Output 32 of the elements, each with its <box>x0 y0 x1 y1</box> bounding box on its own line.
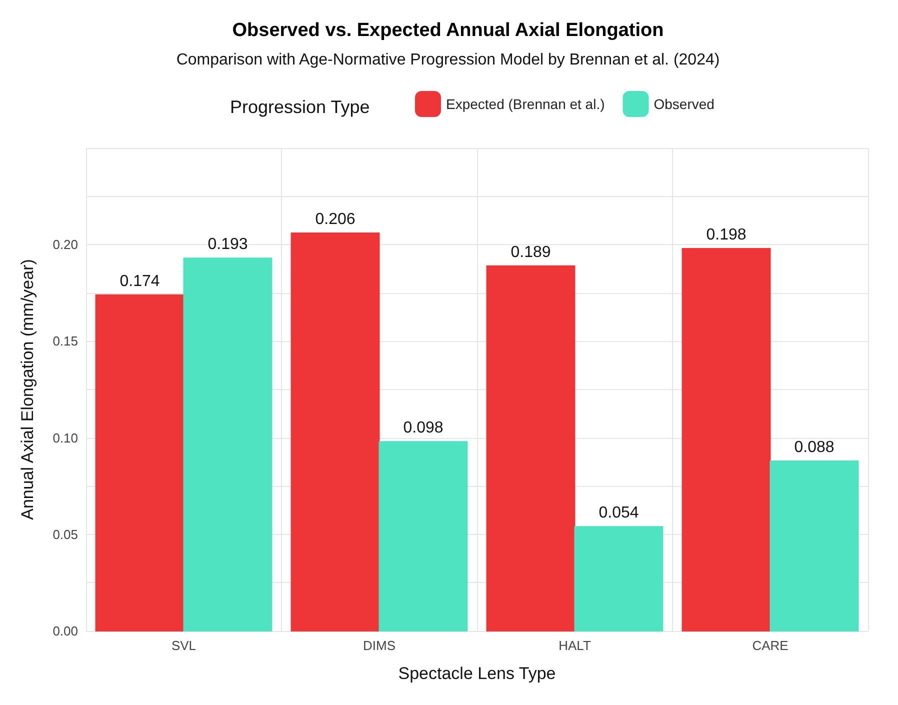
bar <box>682 248 771 632</box>
data-label: 0.088 <box>794 438 834 456</box>
y-tick-label: 0.15 <box>52 334 78 349</box>
legend-title: Progression Type <box>230 97 370 117</box>
data-label: 0.193 <box>208 236 248 254</box>
text: 0.00 <box>52 624 78 638</box>
data-label: 0.198 <box>706 226 746 244</box>
chart-title: Observed vs. Expected Annual Axial Elongation <box>232 20 664 41</box>
x-axis-title: Spectacle Lens Type <box>398 664 556 683</box>
y-tick-label: 0.05 <box>52 526 78 542</box>
x-tick-label: HALT <box>558 638 591 653</box>
data-label: 0.206 <box>315 211 356 228</box>
bar <box>95 294 184 632</box>
data-label: 0.098 <box>403 420 444 437</box>
bar <box>183 258 272 632</box>
data-label: 0.174 <box>120 272 160 290</box>
y-tick-label: 0.20 <box>52 237 78 252</box>
bar <box>486 265 576 632</box>
data-label: 0.189 <box>510 244 551 261</box>
bar <box>290 232 380 632</box>
bar <box>574 526 664 632</box>
data-label: 0.054 <box>598 504 639 522</box>
y-tick-label: 0.10 <box>52 430 78 446</box>
x-tick-label: SVL <box>171 638 196 653</box>
x-tick-label: CARE <box>752 638 789 653</box>
x-tick-label: DIMS <box>363 638 396 653</box>
legend-label: Expected (Brennan et al.) <box>446 96 605 112</box>
bar <box>378 441 468 632</box>
bar <box>770 460 859 632</box>
chart-subtitle: Comparison with Age-Normative Progression Model by Brennan et al. (2024) <box>176 52 720 68</box>
legend-label: Observed <box>654 96 714 112</box>
y-axis-title: Annual Axial Elongation (mm/year) <box>18 259 37 520</box>
